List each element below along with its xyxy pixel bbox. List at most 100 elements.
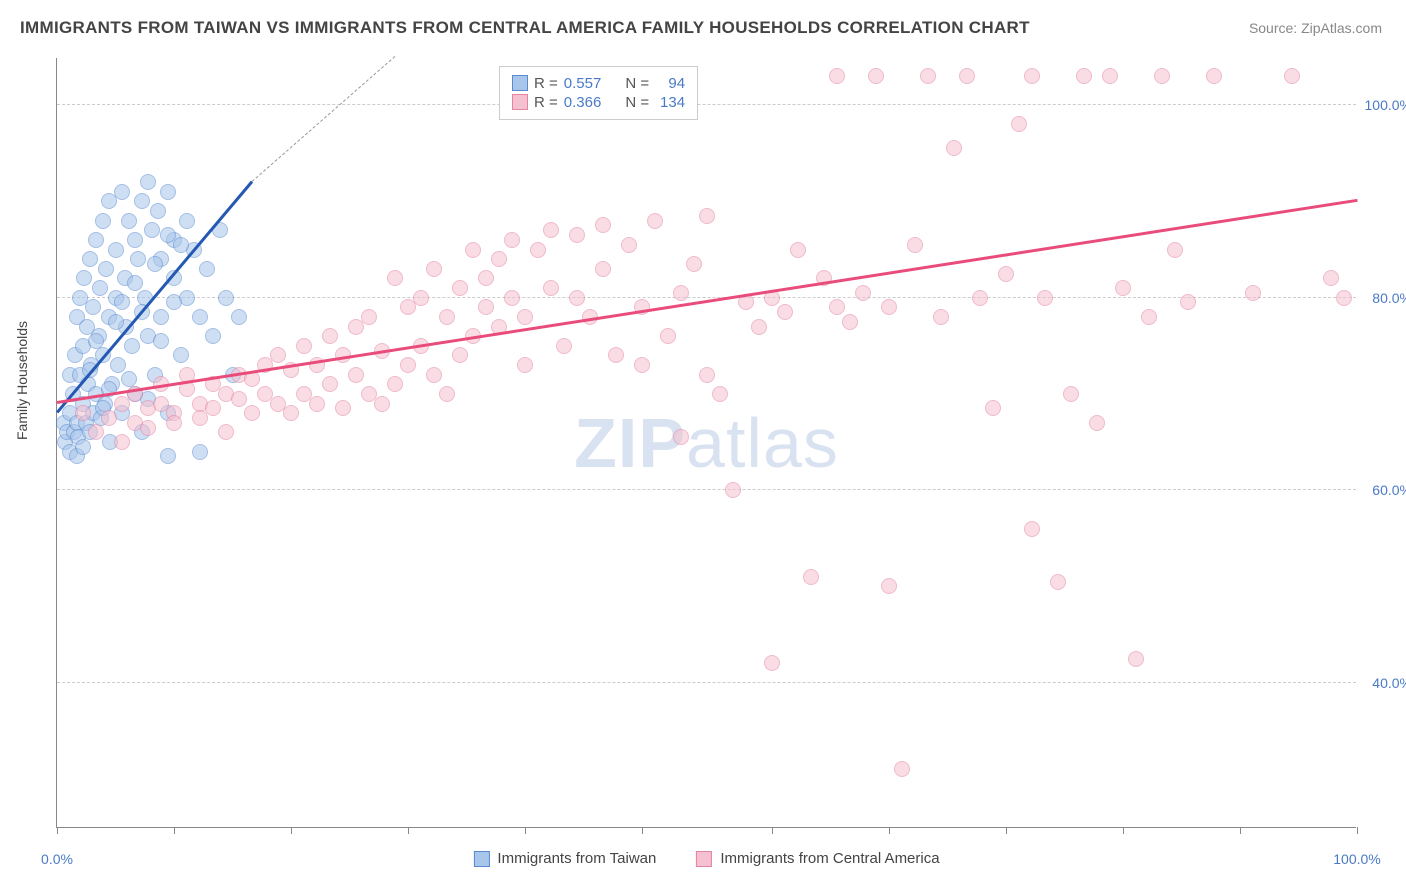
legend-row: R =0.366N =134 — [512, 94, 685, 111]
x-tick — [889, 827, 890, 834]
data-point — [88, 333, 104, 349]
data-point — [134, 193, 150, 209]
y-tick-label: 60.0% — [1362, 482, 1406, 498]
data-point — [673, 285, 689, 301]
data-point — [465, 242, 481, 258]
data-point — [88, 424, 104, 440]
data-point — [439, 386, 455, 402]
data-point — [1037, 290, 1053, 306]
data-point — [166, 294, 182, 310]
r-label: R = — [534, 75, 558, 92]
data-point — [1102, 68, 1118, 84]
data-point — [673, 429, 689, 445]
x-tick — [525, 827, 526, 834]
data-point — [595, 261, 611, 277]
data-point — [322, 328, 338, 344]
data-point — [803, 569, 819, 585]
x-tick — [57, 827, 58, 834]
data-point — [361, 309, 377, 325]
data-point — [309, 396, 325, 412]
data-point — [101, 410, 117, 426]
data-point — [621, 237, 637, 253]
data-point — [543, 280, 559, 296]
data-point — [439, 309, 455, 325]
x-tick — [1357, 827, 1358, 834]
gridline — [57, 104, 1356, 105]
data-point — [881, 299, 897, 315]
data-point — [517, 357, 533, 373]
data-point — [108, 242, 124, 258]
data-point — [387, 270, 403, 286]
series-legend: Immigrants from TaiwanImmigrants from Ce… — [473, 850, 939, 867]
data-point — [725, 482, 741, 498]
data-point — [205, 328, 221, 344]
data-point — [998, 266, 1014, 282]
data-point — [270, 347, 286, 363]
data-point — [108, 314, 124, 330]
data-point — [296, 338, 312, 354]
x-tick — [1123, 827, 1124, 834]
data-point — [478, 270, 494, 286]
data-point — [88, 232, 104, 248]
data-point — [413, 290, 429, 306]
data-point — [1024, 68, 1040, 84]
data-point — [894, 761, 910, 777]
data-point — [124, 338, 140, 354]
data-point — [647, 213, 663, 229]
data-point — [660, 328, 676, 344]
data-point — [686, 256, 702, 272]
data-point — [517, 309, 533, 325]
r-value: 0.557 — [564, 75, 602, 92]
gridline — [57, 682, 1356, 683]
data-point — [179, 213, 195, 229]
data-point — [374, 396, 390, 412]
r-label: R = — [534, 94, 558, 111]
data-point — [140, 420, 156, 436]
data-point — [150, 203, 166, 219]
data-point — [751, 319, 767, 335]
data-point — [1323, 270, 1339, 286]
data-point — [231, 309, 247, 325]
data-point — [199, 261, 215, 277]
data-point — [1336, 290, 1352, 306]
data-point — [959, 68, 975, 84]
data-point — [842, 314, 858, 330]
legend-label: Immigrants from Taiwan — [497, 850, 656, 867]
data-point — [75, 405, 91, 421]
correlation-legend: R =0.557N =94R =0.366N =134 — [499, 66, 698, 120]
data-point — [946, 140, 962, 156]
data-point — [82, 251, 98, 267]
data-point — [130, 251, 146, 267]
data-point — [1063, 386, 1079, 402]
data-point — [231, 391, 247, 407]
x-tick — [1240, 827, 1241, 834]
y-tick-label: 100.0% — [1362, 97, 1406, 113]
n-label: N = — [625, 94, 649, 111]
data-point — [127, 275, 143, 291]
data-point — [1180, 294, 1196, 310]
y-axis-label: Family Households — [14, 321, 30, 440]
data-point — [543, 222, 559, 238]
data-point — [98, 261, 114, 277]
data-point — [153, 309, 169, 325]
data-point — [504, 290, 520, 306]
data-point — [1076, 68, 1092, 84]
x-tick-label: 100.0% — [1333, 851, 1380, 867]
n-label: N = — [625, 75, 649, 92]
x-tick — [772, 827, 773, 834]
data-point — [1089, 415, 1105, 431]
data-point — [140, 174, 156, 190]
data-point — [712, 386, 728, 402]
data-point — [452, 280, 468, 296]
data-point — [121, 213, 137, 229]
data-point — [114, 184, 130, 200]
data-point — [777, 304, 793, 320]
trend-line-extension — [252, 56, 396, 182]
data-point — [114, 294, 130, 310]
data-point — [1050, 574, 1066, 590]
n-value: 134 — [655, 94, 685, 111]
watermark-rest: atlas — [686, 404, 839, 482]
data-point — [868, 68, 884, 84]
data-point — [504, 232, 520, 248]
data-point — [160, 448, 176, 464]
